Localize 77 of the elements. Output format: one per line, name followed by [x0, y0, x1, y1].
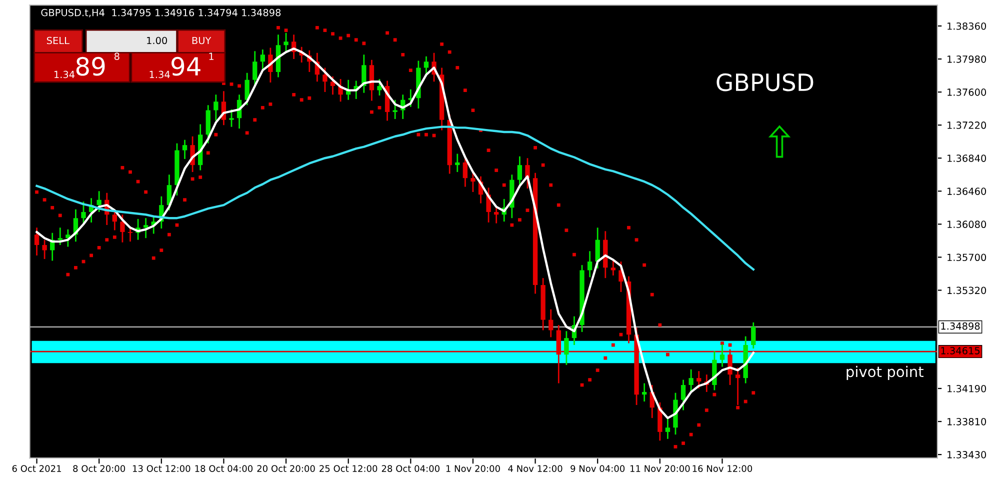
candlestick	[564, 330, 569, 366]
candlestick	[128, 226, 133, 242]
candlestick	[735, 366, 740, 406]
annotation: 1	[209, 52, 214, 60]
candlestick	[143, 217, 148, 239]
annotation: SELL	[46, 36, 70, 44]
candlestick	[688, 368, 694, 393]
x-tick-label: 16 Nov 12:00	[692, 465, 752, 472]
y-tick-label: 1.36080	[948, 220, 986, 228]
candlestick	[548, 308, 554, 338]
y-tick-label: 1.33430	[948, 451, 986, 458]
y-tick-label: 1.36460	[948, 188, 986, 195]
annotation: 1.34	[150, 70, 170, 78]
line-series	[36, 126, 754, 270]
candlestick	[42, 239, 47, 260]
candlestick	[720, 343, 725, 368]
y-tick-label: 1.37600	[948, 88, 986, 96]
annotation: 8	[114, 52, 120, 60]
candlestick	[517, 156, 522, 188]
x-tick-label: 18 Oct 04:00	[195, 465, 253, 472]
annotation: GBPUSD	[716, 73, 814, 92]
candlestick	[330, 76, 336, 96]
annotation: 89	[76, 56, 105, 76]
band-label: pivot point	[846, 366, 924, 380]
x-tick-label: 4 Nov 12:00	[508, 465, 562, 472]
candlestick	[392, 99, 398, 120]
candlestick	[587, 250, 592, 278]
candlestick	[58, 226, 62, 246]
candlestick	[680, 379, 686, 411]
y-tick-label: 1.37980	[948, 55, 986, 63]
candlestick	[642, 382, 647, 402]
x-tick-label: 1 Nov 20:00	[446, 465, 500, 472]
candlestick	[610, 260, 616, 276]
y-tick-label: 1.35700	[948, 254, 986, 262]
candlestick	[244, 72, 250, 106]
candlestick	[377, 78, 382, 96]
annotation: 1.00	[147, 36, 168, 44]
x-tick-label: 9 Nov 04:00	[570, 465, 625, 472]
x-tick-label: 20 Oct 20:00	[257, 465, 315, 472]
candlestick	[34, 226, 40, 256]
candlestick	[696, 370, 702, 390]
candlestick	[362, 54, 366, 94]
x-tick-label: 11 Nov 20:00	[630, 465, 690, 472]
y-tick-label: 1.37220	[948, 122, 986, 129]
y-tick-label: 1.34190	[948, 384, 986, 392]
candlestick	[81, 200, 86, 224]
candlestick	[462, 156, 468, 188]
x-tick-label: 28 Oct 04:00	[382, 465, 440, 472]
candlestick	[751, 322, 756, 350]
x-tick-label: 13 Oct 12:00	[132, 465, 190, 472]
y-tick-label: 1.38360	[948, 22, 986, 30]
y-tick-label: 1.33810	[948, 418, 986, 426]
x-tick-label: 25 Oct 12:00	[320, 465, 378, 472]
annotation: BUY	[192, 36, 212, 44]
annotation: 94	[172, 56, 200, 76]
candlestick	[494, 206, 499, 224]
ref-line-label: 1.34615	[941, 347, 980, 354]
ref-line-label: 1.34898	[941, 322, 980, 330]
y-tick-label: 1.35320	[948, 286, 986, 294]
candlestick	[455, 153, 460, 173]
candlestick	[424, 56, 429, 78]
annotation: 1.34	[54, 70, 75, 78]
y-tick-label: 1.36840	[948, 154, 986, 162]
candlestick	[182, 139, 188, 160]
candlestick	[486, 186, 491, 224]
candlestick	[96, 190, 102, 213]
candlestick	[229, 108, 234, 128]
candlestick	[66, 228, 70, 248]
candlestick	[665, 416, 670, 440]
candlestick	[322, 67, 328, 93]
candlestick	[284, 32, 288, 53]
candlestick	[214, 94, 218, 122]
candlestick	[260, 48, 265, 72]
candlestick	[120, 214, 125, 244]
x-tick-label: 6 Oct 2021	[12, 465, 61, 472]
x-tick-label: 8 Oct 20:00	[73, 465, 126, 472]
chart-title: GBPUSD.t,H4 1.34795 1.34916 1.34794 1.34898	[41, 8, 281, 18]
